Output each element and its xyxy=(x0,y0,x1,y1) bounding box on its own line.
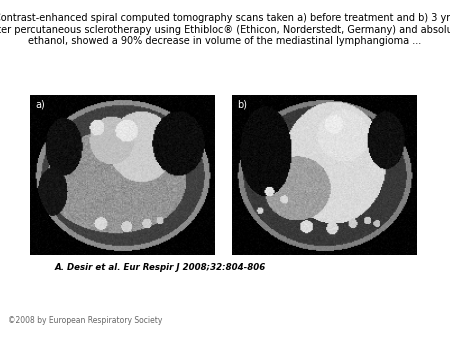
Text: Contrast-enhanced spiral computed tomography scans taken a) before treatment and: Contrast-enhanced spiral computed tomogr… xyxy=(0,13,450,46)
Text: A. Desir et al. Eur Respir J 2008;32:804-806: A. Desir et al. Eur Respir J 2008;32:804… xyxy=(55,263,266,272)
Text: b): b) xyxy=(238,100,248,110)
Text: ©2008 by European Respiratory Society: ©2008 by European Respiratory Society xyxy=(8,316,162,325)
Text: a): a) xyxy=(36,100,45,110)
